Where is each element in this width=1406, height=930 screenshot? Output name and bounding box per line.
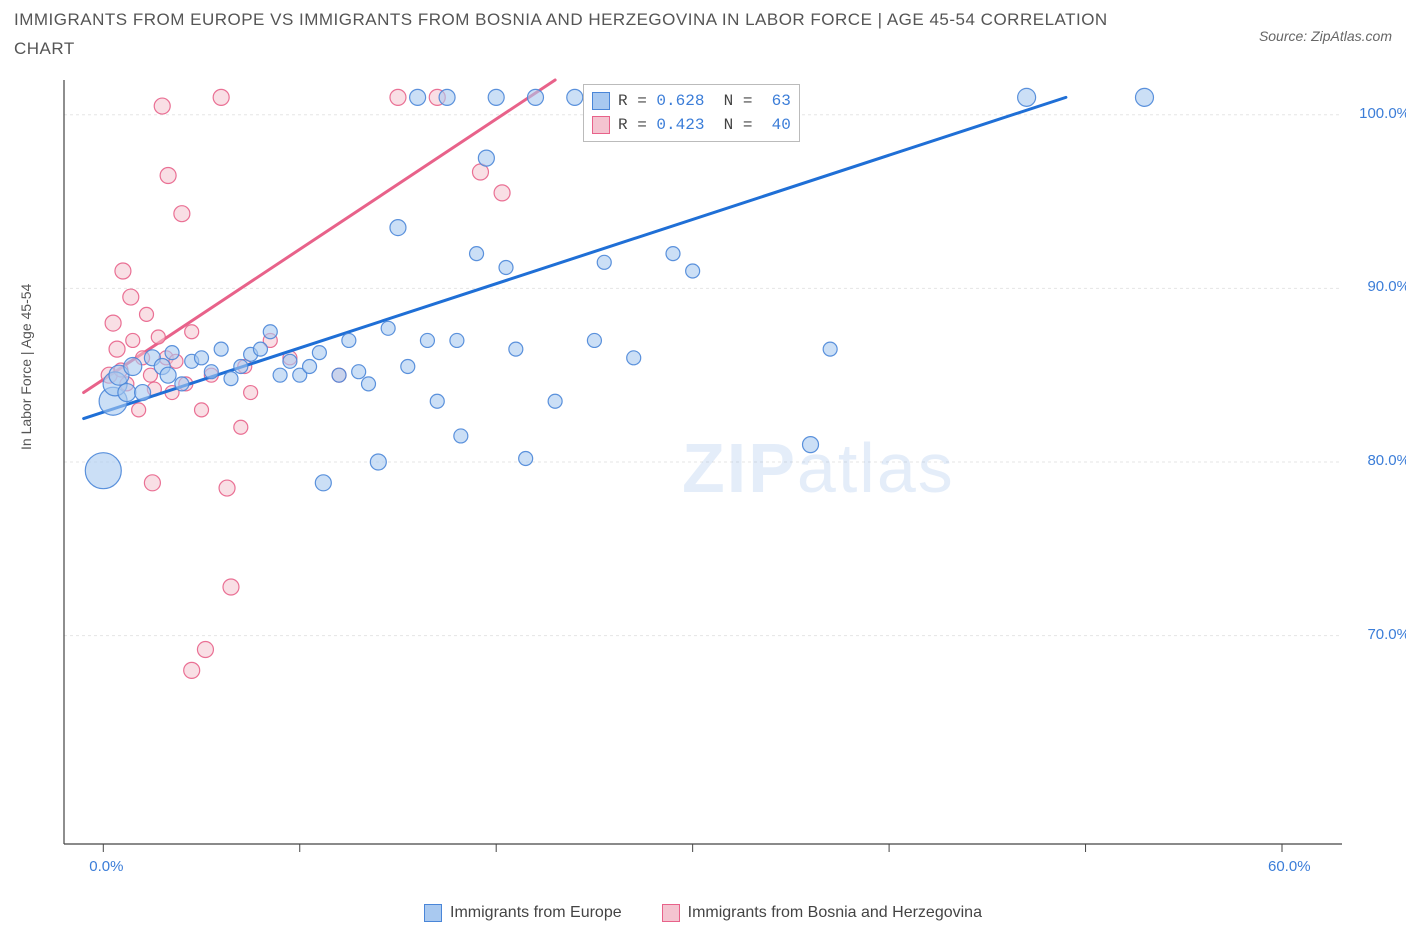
y-tick-label: 70.0% <box>1350 626 1406 643</box>
legend-label: Immigrants from Europe <box>450 904 622 922</box>
y-tick-label: 90.0% <box>1350 278 1406 295</box>
stats-swatch <box>592 92 610 110</box>
legend-item: Immigrants from Bosnia and Herzegovina <box>662 904 982 922</box>
stats-text: R = 0.628 N = 63 <box>618 89 791 113</box>
chart-area: ZIPatlas R = 0.628 N = 63R = 0.423 N = 4… <box>62 78 1352 868</box>
stats-text: R = 0.423 N = 40 <box>618 113 791 137</box>
x-tick-label: 60.0% <box>1268 858 1311 875</box>
stats-swatch <box>592 116 610 134</box>
stats-row: R = 0.423 N = 40 <box>592 113 791 137</box>
legend-bottom: Immigrants from Europe Immigrants from Bo… <box>0 904 1406 922</box>
legend-swatch <box>424 904 442 922</box>
stats-box: R = 0.628 N = 63R = 0.423 N = 40 <box>583 84 800 142</box>
legend-label: Immigrants from Bosnia and Herzegovina <box>688 904 982 922</box>
stats-row: R = 0.628 N = 63 <box>592 89 791 113</box>
chart-title: IMMIGRANTS FROM EUROPE VS IMMIGRANTS FRO… <box>14 6 1134 64</box>
y-axis-label: In Labor Force | Age 45-54 <box>18 284 34 450</box>
legend-swatch <box>662 904 680 922</box>
y-tick-label: 100.0% <box>1350 105 1406 122</box>
header-row: IMMIGRANTS FROM EUROPE VS IMMIGRANTS FRO… <box>14 6 1392 64</box>
y-tick-label: 80.0% <box>1350 452 1406 469</box>
x-tick-label: 0.0% <box>89 858 123 875</box>
source-label: Source: ZipAtlas.com <box>1259 28 1392 44</box>
legend-item: Immigrants from Europe <box>424 904 622 922</box>
chart-svg <box>62 78 1352 868</box>
